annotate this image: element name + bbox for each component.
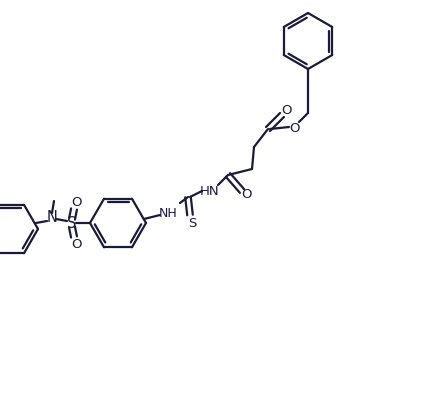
Text: O: O — [241, 188, 251, 201]
Text: O: O — [289, 121, 299, 134]
Text: NH: NH — [158, 207, 177, 220]
Text: O: O — [282, 104, 292, 117]
Text: HN: HN — [200, 185, 220, 198]
Text: S: S — [188, 217, 196, 230]
Text: O: O — [71, 196, 81, 209]
Text: N: N — [46, 210, 58, 225]
Text: O: O — [71, 238, 81, 251]
Text: S: S — [67, 216, 77, 231]
